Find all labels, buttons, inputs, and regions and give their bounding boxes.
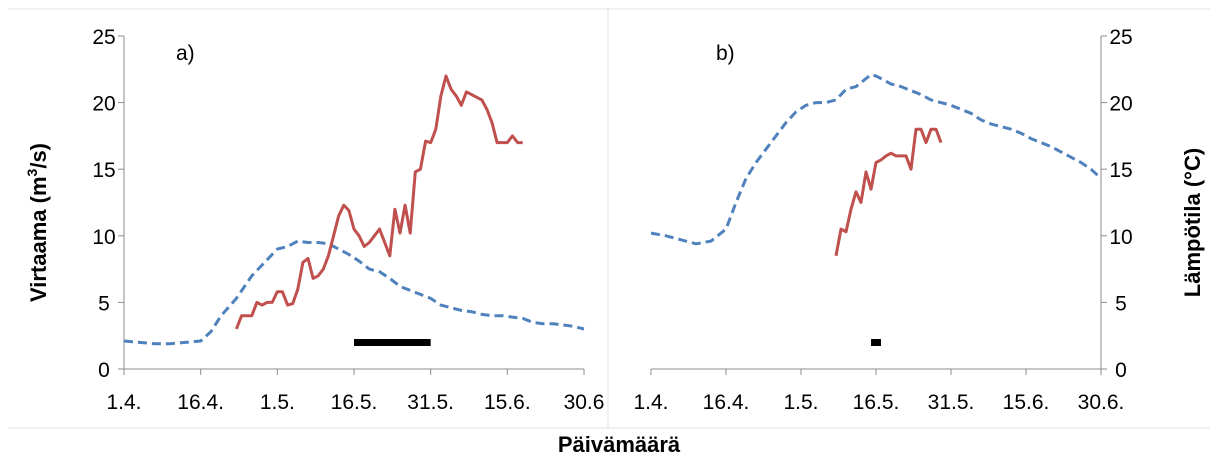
panel-label: b): [716, 42, 735, 65]
y-axis-title-suffix: /s): [26, 143, 51, 169]
panel-label: a): [176, 42, 195, 65]
solid-series-line: [235, 74, 523, 330]
y-axis-title-superscript: 3: [24, 168, 40, 176]
x-tick-label: 15.6.: [1003, 391, 1050, 414]
dashed-series-line: [123, 239, 585, 346]
y-tick-label: 25: [92, 26, 115, 49]
y-tick-label: 10: [92, 226, 115, 249]
y-tick-label: 5: [1115, 292, 1127, 315]
y-tick-label: 15: [1109, 159, 1132, 182]
y-axis-title-main: Virtaama (m: [26, 176, 51, 302]
x-tick-label: 30.6.: [1078, 391, 1125, 414]
x-tick-label: 30.6: [564, 391, 605, 414]
y-tick-label: 20: [1109, 93, 1132, 116]
chart-panel-b: 0 5 10 15 20 25 1.4. 16.4. 1.5. 16.5. 31.5. 15.6. 30…: [633, 26, 1205, 414]
y-tick-label: 0: [98, 359, 110, 382]
y-axis-title: Virtaama (m3/s): [24, 143, 51, 302]
x-tick-label: 15.6.: [484, 391, 531, 414]
y-tick-label: 5: [98, 292, 110, 315]
dashed-series-line: [650, 73, 1103, 246]
x-tick-label: 16.5.: [331, 391, 378, 414]
chart-panel-a: 0 5 10 15 20 25 1.4. 16.4. 1.5. 16.5. 31.5. 15.6. 30…: [24, 26, 604, 414]
y-tick-label: 0: [1115, 359, 1127, 382]
y-tick-label: 25: [1109, 26, 1132, 49]
x-tick-label: 16.4.: [703, 391, 750, 414]
y-tick-label: 15: [92, 159, 115, 182]
y-tick-label: 20: [92, 93, 115, 116]
shared-x-axis-title: Päivämäärä: [558, 432, 681, 457]
x-tick-label: 16.4.: [177, 391, 224, 414]
solid-series-line: [834, 127, 943, 257]
y-tick-label: 10: [1109, 226, 1132, 249]
x-tick-label: 31.5.: [928, 391, 975, 414]
x-tick-label: 31.5.: [407, 391, 454, 414]
period-bar: [354, 339, 431, 346]
x-tick-label: 1.5.: [783, 391, 818, 414]
period-bar: [871, 339, 881, 346]
x-tick-label: 1.4.: [633, 391, 668, 414]
x-tick-label: 1.5.: [260, 391, 295, 414]
y-axis-title: Lämpötila (°C): [1180, 148, 1205, 297]
x-tick-label: 1.4.: [106, 391, 141, 414]
x-tick-label: 16.5.: [853, 391, 900, 414]
